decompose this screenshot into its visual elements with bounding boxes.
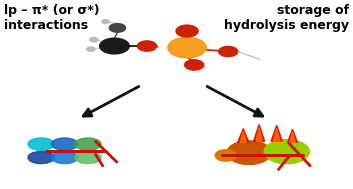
Circle shape [137, 41, 157, 51]
Ellipse shape [75, 151, 101, 164]
Ellipse shape [28, 151, 54, 164]
Text: storage of
hydrolysis energy: storage of hydrolysis energy [224, 5, 349, 33]
Ellipse shape [75, 138, 101, 150]
Circle shape [168, 37, 206, 58]
Ellipse shape [52, 151, 78, 164]
Polygon shape [238, 129, 249, 143]
Circle shape [176, 25, 198, 37]
Circle shape [100, 38, 129, 54]
Circle shape [102, 20, 109, 24]
Circle shape [185, 60, 204, 70]
Circle shape [264, 140, 309, 164]
Polygon shape [240, 131, 246, 143]
Circle shape [90, 37, 98, 42]
Polygon shape [271, 125, 282, 141]
Circle shape [109, 24, 126, 32]
Circle shape [87, 47, 95, 51]
Polygon shape [288, 129, 298, 142]
Polygon shape [274, 129, 280, 141]
Ellipse shape [28, 138, 54, 150]
Ellipse shape [52, 138, 78, 150]
Circle shape [227, 141, 271, 164]
Polygon shape [290, 132, 295, 142]
Text: lp – π* (or σ*)
interactions: lp – π* (or σ*) interactions [4, 5, 100, 33]
Circle shape [215, 150, 237, 161]
Polygon shape [253, 125, 265, 141]
Polygon shape [256, 128, 262, 141]
Circle shape [219, 46, 238, 57]
